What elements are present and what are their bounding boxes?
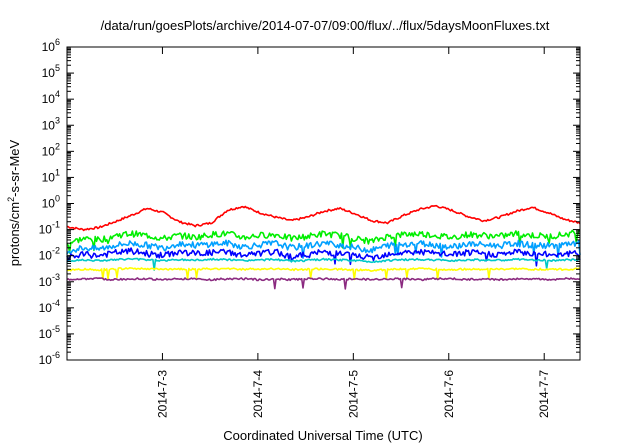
y-tick-exponent: 5 (55, 63, 60, 73)
y-tick-label: 105 (42, 63, 60, 80)
y-tick-label: 103 (42, 115, 60, 132)
y-tick-exponent: 6 (55, 37, 60, 47)
series-line (66, 229, 581, 254)
y-axis-label-rest: -s-sr-MeV (7, 139, 22, 196)
y-tick-exponent: -2 (52, 246, 60, 256)
series-line (66, 257, 581, 271)
x-axis-label: Coordinated Universal Time (UTC) (223, 428, 422, 443)
x-tick-label: 2014-7-4 (251, 370, 265, 418)
y-tick-exponent: -6 (52, 350, 60, 360)
y-tick-exponent: -5 (52, 324, 60, 334)
series-line (66, 204, 581, 232)
x-tick-label: 2014-7-6 (442, 370, 456, 418)
axes-layer: 10-610-510-410-310-210-11001011021031041… (39, 37, 580, 418)
plot-frame (66, 46, 581, 361)
y-tick-exponent: 3 (55, 115, 60, 125)
y-tick-exponent: 1 (55, 167, 60, 177)
y-axis-label-superscript: 2 (6, 197, 16, 202)
y-tick-label: 10-5 (39, 324, 60, 341)
y-tick-exponent: -3 (52, 272, 60, 282)
series-line (66, 247, 581, 267)
y-tick-label: 10-6 (39, 350, 60, 367)
chart-title: /data/run/goesPlots/archive/2014-07-07/0… (101, 18, 550, 33)
y-tick-exponent: -1 (52, 220, 60, 230)
y-tick-label: 102 (42, 141, 60, 158)
y-tick-exponent: 0 (55, 194, 60, 204)
y-tick-label: 106 (42, 37, 60, 54)
y-tick-exponent: -4 (52, 298, 60, 308)
y-tick-label: 101 (42, 167, 60, 184)
series-line (66, 239, 581, 259)
y-tick-exponent: 2 (55, 141, 60, 151)
series-line (66, 277, 581, 290)
x-tick-label: 2014-7-5 (346, 370, 360, 418)
y-tick-label: 10-2 (39, 246, 60, 263)
y-tick-label: 10-4 (39, 298, 60, 315)
y-tick-label: 104 (42, 89, 60, 106)
y-tick-label: 10-3 (39, 272, 60, 289)
y-tick-label: 10-1 (39, 220, 60, 237)
x-tick-label: 2014-7-3 (155, 370, 169, 418)
series-line (66, 267, 580, 281)
y-axis-label: protons/cm2-s-sr-MeV (6, 139, 22, 266)
y-tick-exponent: 4 (55, 89, 60, 99)
y-tick-label: 100 (42, 194, 60, 211)
series-layer (66, 204, 581, 290)
x-tick-label: 2014-7-7 (537, 370, 551, 418)
